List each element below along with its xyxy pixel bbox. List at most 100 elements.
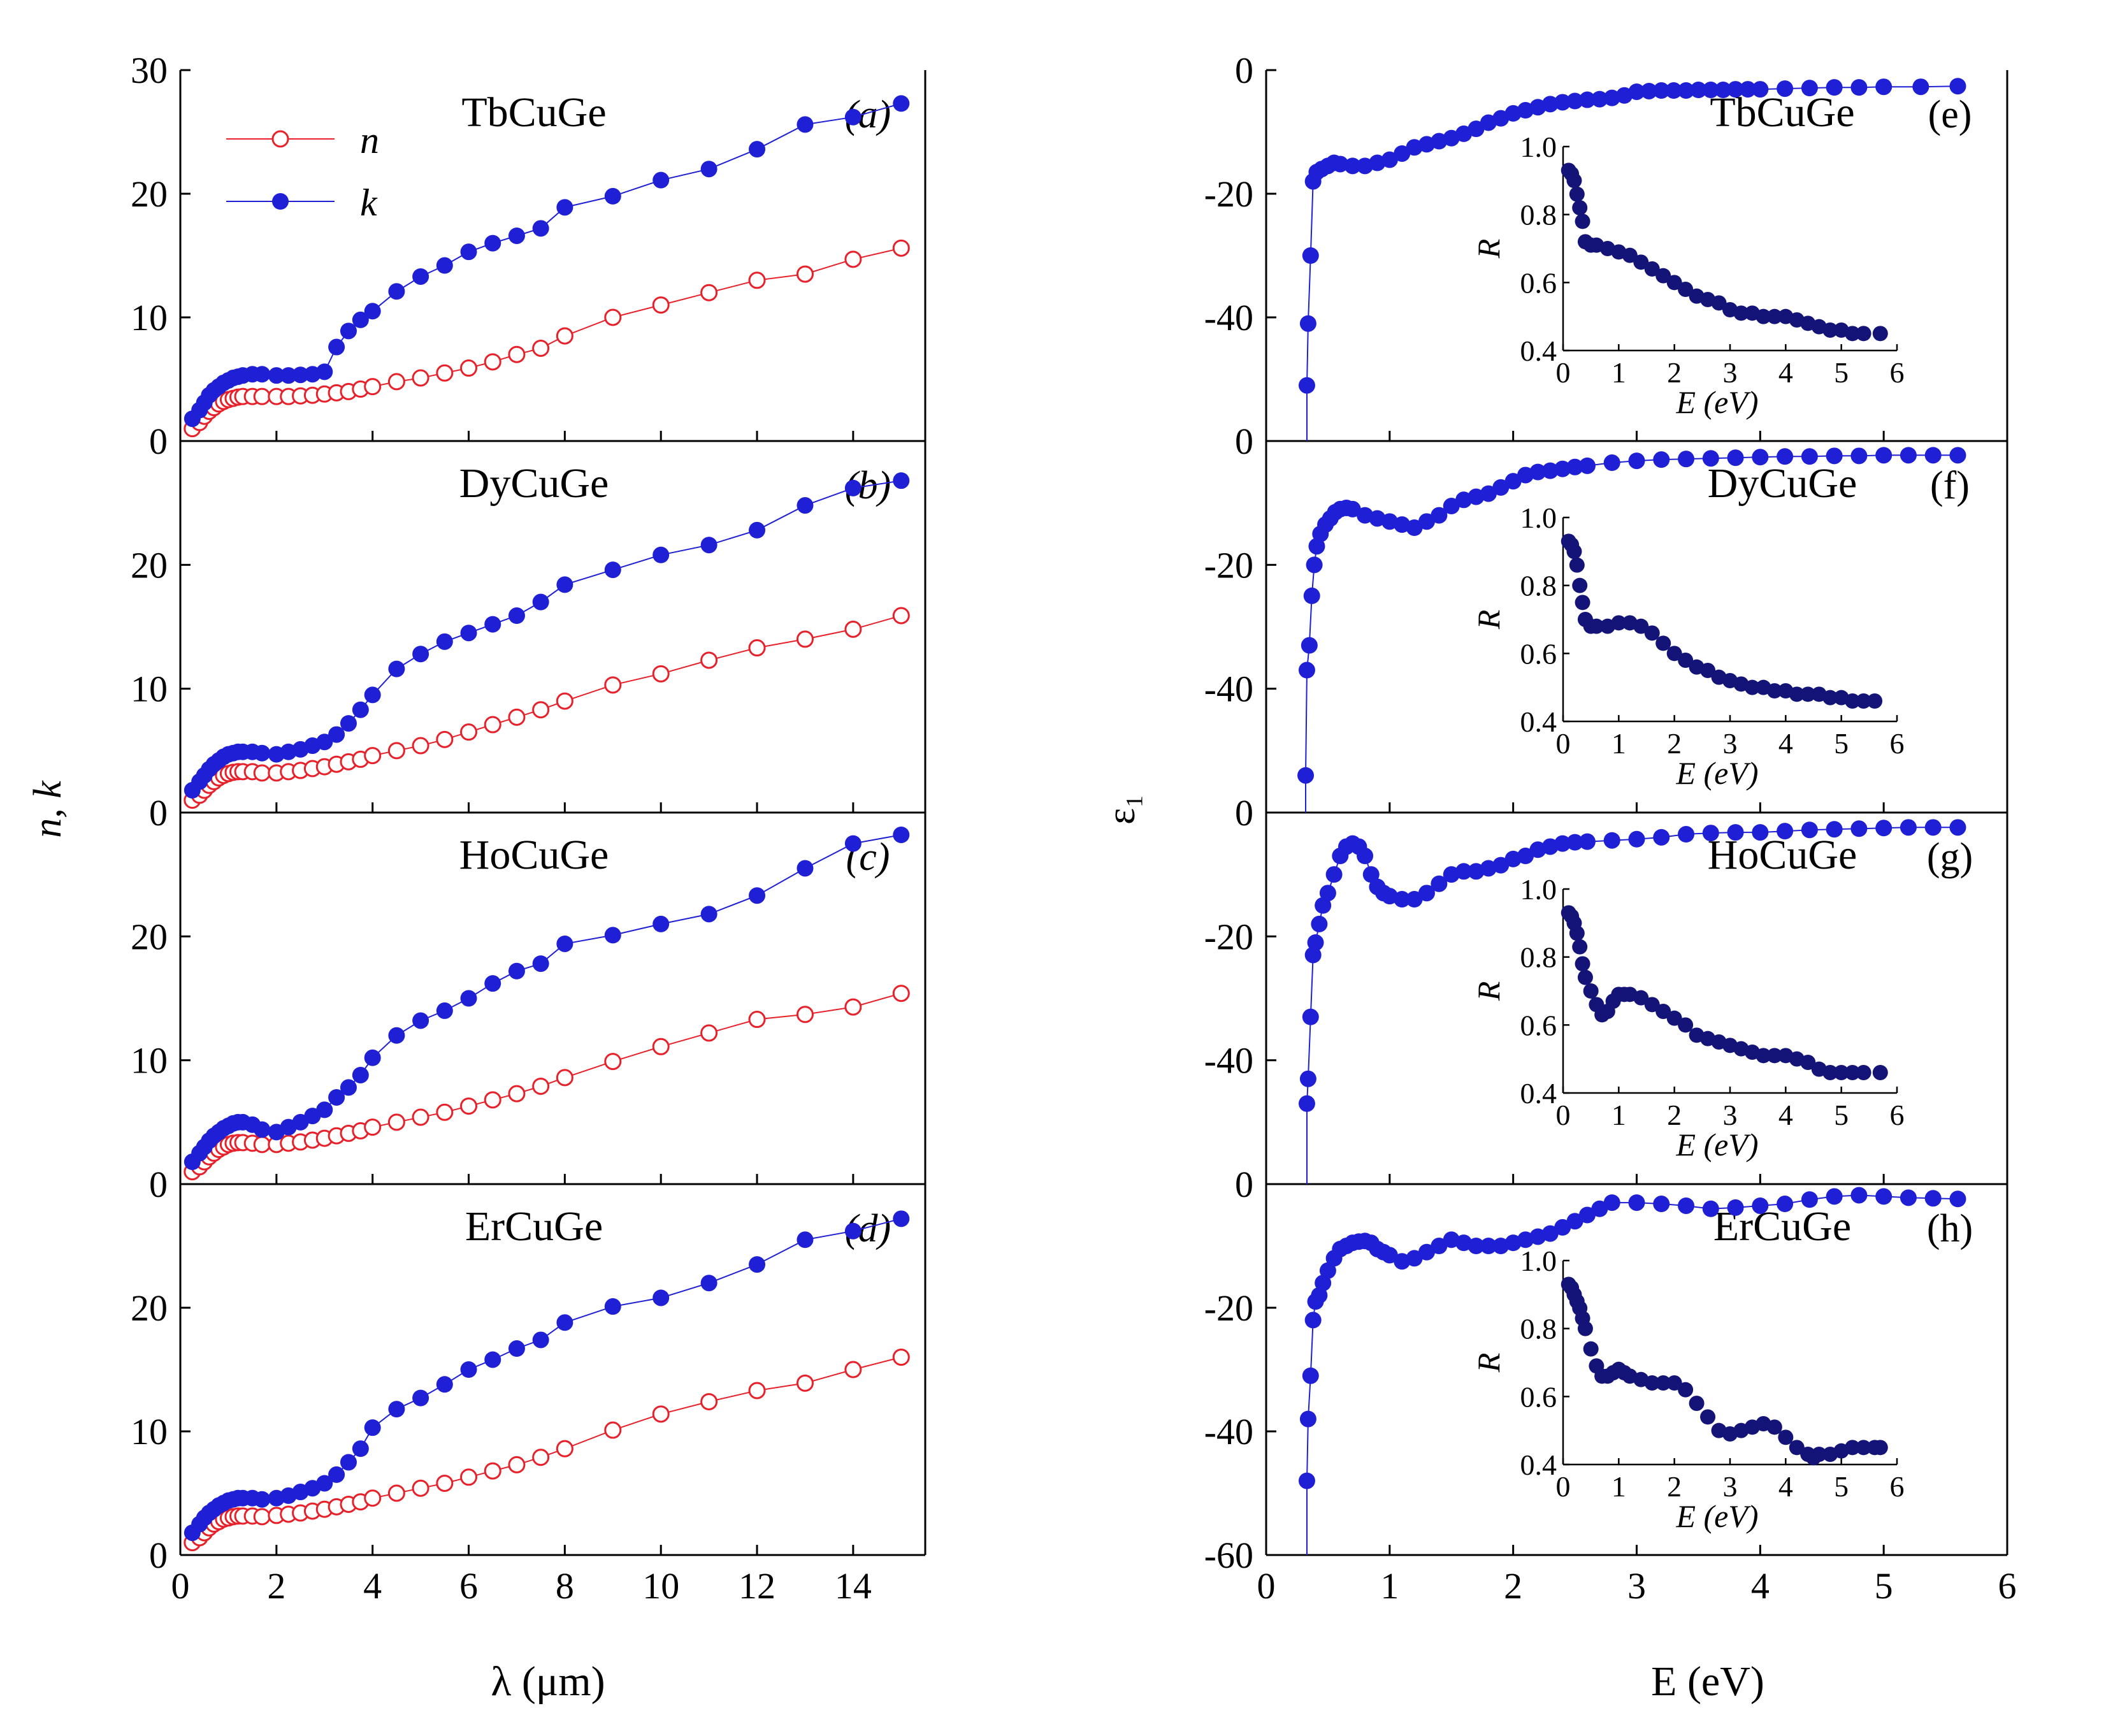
data-point-f-ε1 xyxy=(1504,473,1522,490)
inset-data-point-g xyxy=(1666,1010,1682,1026)
data-point-f-ε1 xyxy=(1603,454,1620,472)
material-label-c: HoCuGe xyxy=(459,832,609,878)
data-point-g-ε1 xyxy=(1299,1070,1316,1087)
data-point-h-ε1 xyxy=(1406,1250,1423,1267)
data-point-h-ε1 xyxy=(1653,1196,1670,1213)
data-point-f-ε1 xyxy=(1443,498,1460,515)
data-point-f-ε1 xyxy=(1875,447,1893,464)
data-point-b-n xyxy=(412,737,429,755)
y-tick-label-e: -40 xyxy=(1204,297,1253,338)
data-point-h-ε1 xyxy=(1304,1312,1322,1329)
inset-y-tick-label-g: 0.4 xyxy=(1520,1077,1557,1110)
legend-n-label: n xyxy=(360,119,379,161)
data-point-d-n xyxy=(436,1474,454,1492)
data-point-g-ε1 xyxy=(1850,820,1868,837)
inset-y-tick-label-h: 0.8 xyxy=(1520,1313,1557,1345)
inset-x-tick-label-e: 5 xyxy=(1834,356,1849,389)
data-point-d-k xyxy=(412,1389,429,1407)
data-point-b-k xyxy=(844,479,862,496)
data-point-b-n xyxy=(387,742,405,760)
data-point-a-n xyxy=(412,369,429,387)
data-point-f-ε1 xyxy=(1431,507,1448,524)
data-point-b-n xyxy=(532,701,550,719)
data-point-e-ε1 xyxy=(1690,82,1707,99)
inset-data-point-f xyxy=(1611,615,1627,631)
data-point-e-ε1 xyxy=(1801,80,1818,97)
data-point-a-k xyxy=(604,187,621,205)
data-point-d-k xyxy=(316,1475,333,1492)
inset-data-point-e xyxy=(1756,308,1771,324)
data-point-b-k xyxy=(316,734,333,751)
data-point-b-n xyxy=(253,764,271,782)
data-point-f-ε1 xyxy=(1554,460,1571,477)
data-point-h-ε1 xyxy=(1467,1238,1485,1254)
y-tick-label-e: 0 xyxy=(1235,50,1253,91)
y-tick-label-h: -40 xyxy=(1204,1411,1253,1452)
data-point-a-k xyxy=(532,220,549,237)
data-point-e-ε1 xyxy=(1332,156,1349,173)
data-point-d-k xyxy=(749,1256,766,1273)
y-tick-label-d: 20 xyxy=(131,1287,168,1329)
data-point-b-k xyxy=(436,633,453,650)
y-tick-label-h: -60 xyxy=(1204,1535,1253,1576)
data-point-a-k xyxy=(364,303,381,320)
data-point-b-k xyxy=(532,593,549,611)
data-point-a-k xyxy=(328,338,345,356)
right-x-axis-label: E (eV) xyxy=(1651,1658,1764,1705)
data-point-g-ε1 xyxy=(1801,821,1818,839)
x-tick-label-h: 6 xyxy=(1998,1565,2017,1607)
data-point-a-n xyxy=(748,271,766,289)
inset-data-point-e xyxy=(1622,247,1638,263)
data-point-g-ε1 xyxy=(1319,885,1336,902)
data-point-c-k xyxy=(556,935,573,952)
data-point-d-k xyxy=(352,1440,369,1458)
inset-y-tick-label-e: 1.0 xyxy=(1520,131,1557,163)
data-point-d-k xyxy=(364,1419,381,1436)
inset-data-point-g xyxy=(1655,1004,1671,1019)
data-point-g-ε1 xyxy=(1554,835,1571,852)
panel-label-f: (f) xyxy=(1930,464,1970,507)
x-tick-label-h: 2 xyxy=(1504,1565,1522,1607)
data-point-g-ε1 xyxy=(1357,848,1374,865)
data-point-a-k xyxy=(460,243,477,261)
data-point-f-ε1 xyxy=(1344,500,1361,517)
data-point-b-n xyxy=(364,747,382,765)
left-x-axis-label: λ (μm) xyxy=(491,1658,605,1705)
data-point-c-k xyxy=(352,1066,369,1083)
data-point-g-ε1 xyxy=(1362,866,1380,883)
data-point-e-ε1 xyxy=(1628,83,1645,100)
inset-y-tick-label-g: 1.0 xyxy=(1520,873,1557,906)
data-point-f-ε1 xyxy=(1301,637,1318,654)
data-point-c-n xyxy=(460,1097,478,1115)
data-point-f-ε1 xyxy=(1949,447,1966,464)
inset-data-point-f xyxy=(1744,679,1760,695)
y-tick-label-f: -20 xyxy=(1204,544,1253,586)
data-point-c-n xyxy=(652,1038,670,1055)
data-point-c-k xyxy=(388,1027,405,1044)
data-point-a-k xyxy=(893,95,910,112)
data-point-d-n xyxy=(387,1484,405,1502)
data-point-d-k xyxy=(460,1361,477,1378)
data-point-h-ε1 xyxy=(1578,1206,1596,1224)
data-point-f-ε1 xyxy=(1303,587,1320,604)
data-point-c-n xyxy=(700,1024,718,1042)
legend-k-marker xyxy=(272,193,289,210)
data-point-a-n xyxy=(652,296,670,314)
data-point-g-ε1 xyxy=(1492,857,1510,874)
data-point-g-ε1 xyxy=(1702,825,1719,842)
data-point-a-n xyxy=(700,284,718,301)
inset-data-point-h xyxy=(1583,1341,1599,1357)
data-point-d-n xyxy=(364,1489,382,1507)
series-line-e-ε1 xyxy=(1306,85,1958,441)
data-point-a-k xyxy=(556,199,573,216)
data-point-d-n xyxy=(508,1456,526,1473)
data-point-c-k xyxy=(700,906,717,923)
inset-data-point-e xyxy=(1666,275,1682,291)
inset-data-point-g xyxy=(1856,1065,1871,1080)
data-point-b-n xyxy=(700,651,718,669)
data-point-g-ε1 xyxy=(1949,819,1966,836)
y-tick-label-b: 20 xyxy=(131,544,168,586)
data-point-e-ε1 xyxy=(1678,82,1695,99)
data-point-c-k xyxy=(604,927,621,944)
data-point-d-n xyxy=(556,1440,573,1458)
